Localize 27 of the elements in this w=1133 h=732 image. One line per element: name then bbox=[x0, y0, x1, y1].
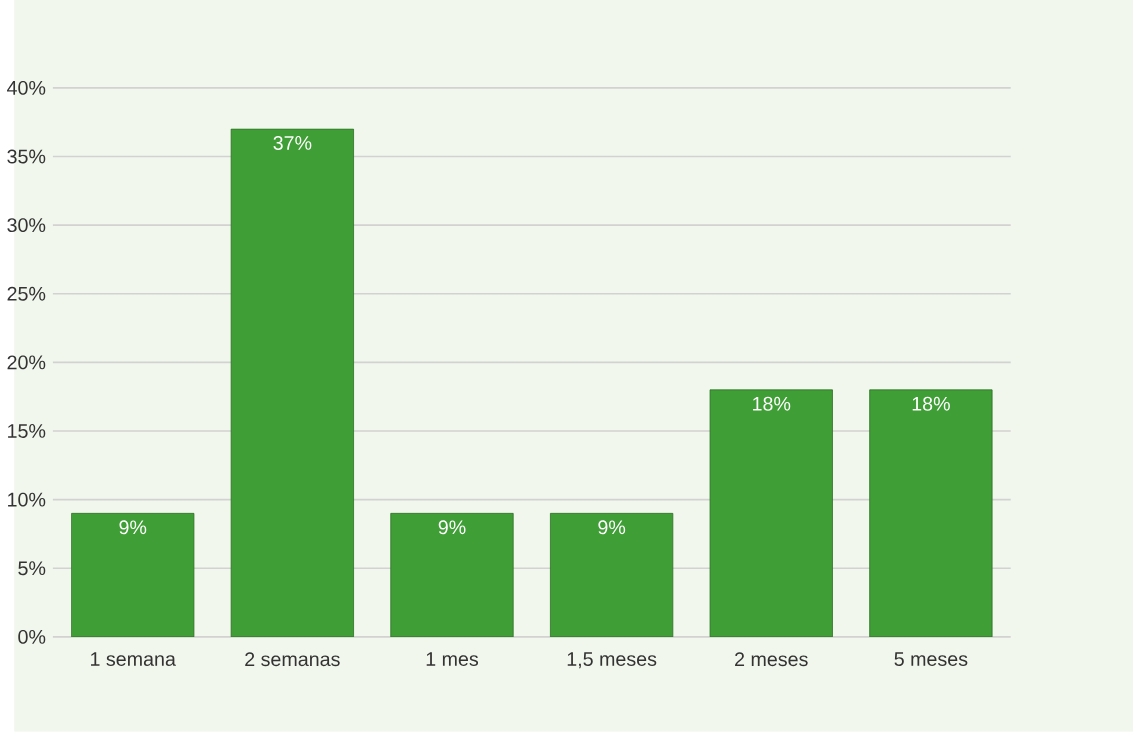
bar bbox=[869, 389, 993, 638]
x-tick-label: 1 mes bbox=[426, 652, 479, 667]
y-tick-label: 0% bbox=[18, 630, 46, 645]
x-tick-label: 2 semanas bbox=[245, 652, 340, 667]
data-label: 9% bbox=[119, 520, 147, 535]
bar bbox=[390, 513, 514, 638]
x-tick-label: 5 meses bbox=[894, 652, 968, 667]
bar bbox=[230, 128, 354, 638]
bar bbox=[709, 389, 833, 638]
y-tick-label: 15% bbox=[8, 424, 46, 439]
data-label: 18% bbox=[912, 396, 950, 411]
y-tick-label: 5% bbox=[18, 561, 46, 576]
data-label: 9% bbox=[438, 520, 466, 535]
y-tick-label: 30% bbox=[7, 218, 46, 233]
y-tick-label: 40% bbox=[7, 81, 46, 95]
y-tick-label: 20% bbox=[7, 355, 46, 370]
data-label: 18% bbox=[753, 396, 791, 411]
x-tick-label: 1,5 meses bbox=[567, 652, 657, 669]
y-tick-label: 25% bbox=[7, 286, 46, 301]
y-tick-label: 10% bbox=[8, 492, 46, 507]
bar bbox=[71, 513, 195, 638]
x-tick-label: 2 meses bbox=[735, 652, 808, 667]
x-tick-label: 1 semana bbox=[91, 652, 176, 667]
bar bbox=[550, 513, 674, 638]
data-label: 9% bbox=[598, 520, 626, 535]
y-tick-label: 35% bbox=[7, 149, 46, 164]
data-label: 37% bbox=[273, 136, 312, 151]
